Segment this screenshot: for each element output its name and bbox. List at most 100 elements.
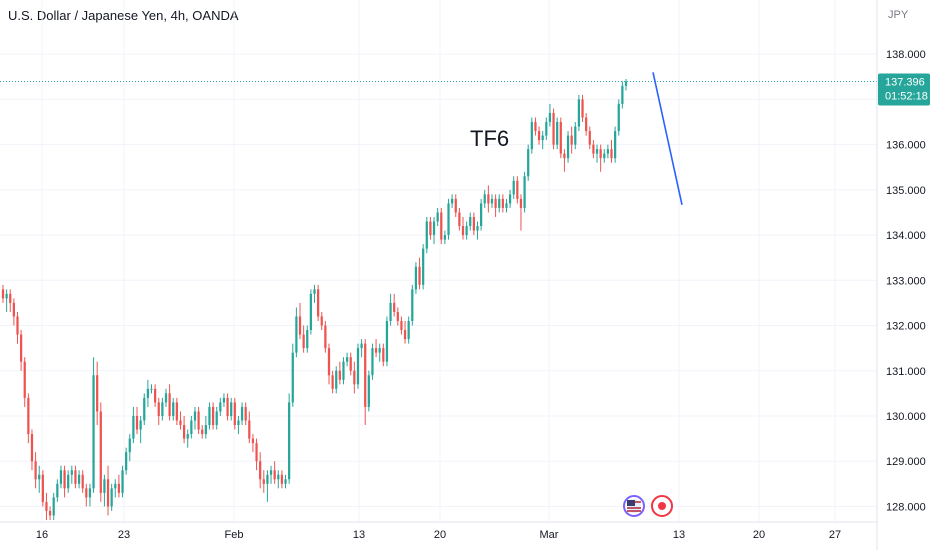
candle <box>519 194 523 231</box>
candle-body <box>403 330 407 340</box>
candle-body <box>523 176 526 208</box>
candle-body <box>508 194 512 204</box>
candle <box>360 339 363 358</box>
candle-body <box>316 289 320 317</box>
time-tick-label: 13 <box>353 529 365 541</box>
candle <box>291 343 294 407</box>
candle-body <box>566 135 570 159</box>
candle-body <box>364 343 367 407</box>
candle-body <box>487 194 490 204</box>
candle <box>96 361 99 426</box>
candle <box>429 216 432 240</box>
candle <box>603 149 606 163</box>
candle <box>592 140 595 159</box>
candle-body <box>63 470 66 489</box>
candle <box>27 393 30 444</box>
candle-body <box>34 461 37 480</box>
candle <box>139 415 142 444</box>
price-tick-label: 136.000 <box>886 140 926 152</box>
candles <box>1 79 628 520</box>
candle <box>588 126 591 150</box>
candle-body <box>288 402 291 480</box>
candle <box>233 397 236 430</box>
candle <box>476 221 479 240</box>
candle <box>534 117 537 136</box>
candle-body <box>70 470 73 475</box>
candle-body <box>92 375 95 489</box>
candle-body <box>255 443 258 462</box>
candle-body <box>266 474 269 484</box>
candle <box>574 122 577 150</box>
candle <box>345 352 349 367</box>
candle <box>143 393 146 426</box>
candle <box>30 429 34 471</box>
candle <box>327 343 331 385</box>
candle <box>63 465 66 498</box>
candle <box>70 465 73 484</box>
candle-body <box>393 302 396 312</box>
candle-body <box>27 397 30 435</box>
price-tick-label: 130.000 <box>886 411 926 423</box>
candle-body <box>240 406 244 421</box>
candle <box>295 307 298 358</box>
candle-body <box>588 131 591 145</box>
candle <box>175 397 178 426</box>
candle <box>382 343 385 367</box>
candle-body <box>143 397 146 421</box>
candle <box>110 483 113 511</box>
candle <box>248 411 251 444</box>
candle <box>599 144 602 172</box>
candle-body <box>414 266 418 290</box>
candle <box>320 311 323 331</box>
time-axis: 16 23 Feb 13 20 Mar 13 20 27 <box>0 521 877 541</box>
candle <box>494 194 497 217</box>
candle <box>284 474 287 489</box>
candle-body <box>30 434 34 462</box>
candle <box>12 298 15 326</box>
candle <box>465 221 468 240</box>
candle-body <box>494 198 497 208</box>
candle-body <box>541 135 544 141</box>
candle <box>273 461 276 484</box>
candle-body <box>219 402 222 412</box>
candle <box>411 284 414 326</box>
candle <box>508 189 512 208</box>
candle <box>577 94 581 132</box>
candle-body <box>338 370 341 380</box>
candle-body <box>617 103 620 132</box>
candle <box>190 415 193 439</box>
candle-body <box>411 289 414 322</box>
candle <box>422 244 425 290</box>
candle <box>135 406 139 435</box>
candle-body <box>436 212 439 222</box>
candle-body <box>164 393 168 403</box>
candle-body <box>519 198 523 208</box>
candle <box>9 289 12 312</box>
candle <box>490 194 494 208</box>
candle-body <box>606 149 610 154</box>
candle-body <box>451 198 454 204</box>
price-tick-label: 135.000 <box>886 185 926 197</box>
candle-body <box>85 488 88 498</box>
candle <box>581 94 584 123</box>
candle <box>19 330 23 371</box>
time-tick-label: Feb <box>225 529 244 541</box>
candle <box>5 289 8 312</box>
jp-flag-icon[interactable] <box>651 495 673 517</box>
candle <box>67 470 70 493</box>
candle <box>335 366 338 394</box>
price-tick-label: 133.000 <box>886 275 926 287</box>
candle-body <box>38 474 41 480</box>
candle-body <box>382 348 385 362</box>
candle <box>106 465 110 516</box>
candle <box>570 126 573 154</box>
candle-body <box>490 198 494 204</box>
candle-body <box>349 357 352 371</box>
candle-body <box>545 122 548 136</box>
candle <box>48 506 52 520</box>
us-flag-icon[interactable] <box>623 495 645 517</box>
candle <box>193 406 197 430</box>
candle-body <box>298 316 302 335</box>
candle <box>146 379 150 407</box>
